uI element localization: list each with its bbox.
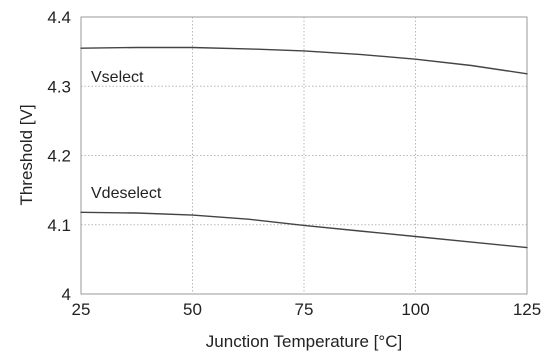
series-group xyxy=(80,46,528,249)
y-tick-label: 4.2 xyxy=(47,147,71,166)
series-label-vdeselect: Vdeselect xyxy=(91,185,162,202)
series-line-vdeselect xyxy=(80,211,528,249)
tick-labels: 25 50 75 100 125 4 4.1 4.2 4.3 4.4 xyxy=(47,8,541,319)
y-axis-label: Threshold [V] xyxy=(17,104,36,205)
x-tick-label: 100 xyxy=(401,300,429,319)
x-tick-label: 75 xyxy=(295,300,314,319)
series-line-vselect xyxy=(80,46,528,75)
y-tick-label: 4.4 xyxy=(47,8,71,27)
series-label-vselect: Vselect xyxy=(91,69,144,86)
x-axis-label: Junction Temperature [°C] xyxy=(206,332,402,351)
x-tick-label: 125 xyxy=(513,300,541,319)
x-tick-label: 50 xyxy=(183,300,202,319)
y-tick-label: 4 xyxy=(62,285,71,304)
x-tick-label: 25 xyxy=(72,300,91,319)
y-tick-label: 4.3 xyxy=(47,77,71,96)
plot-frame xyxy=(80,16,528,295)
y-tick-label: 4.1 xyxy=(47,216,71,235)
